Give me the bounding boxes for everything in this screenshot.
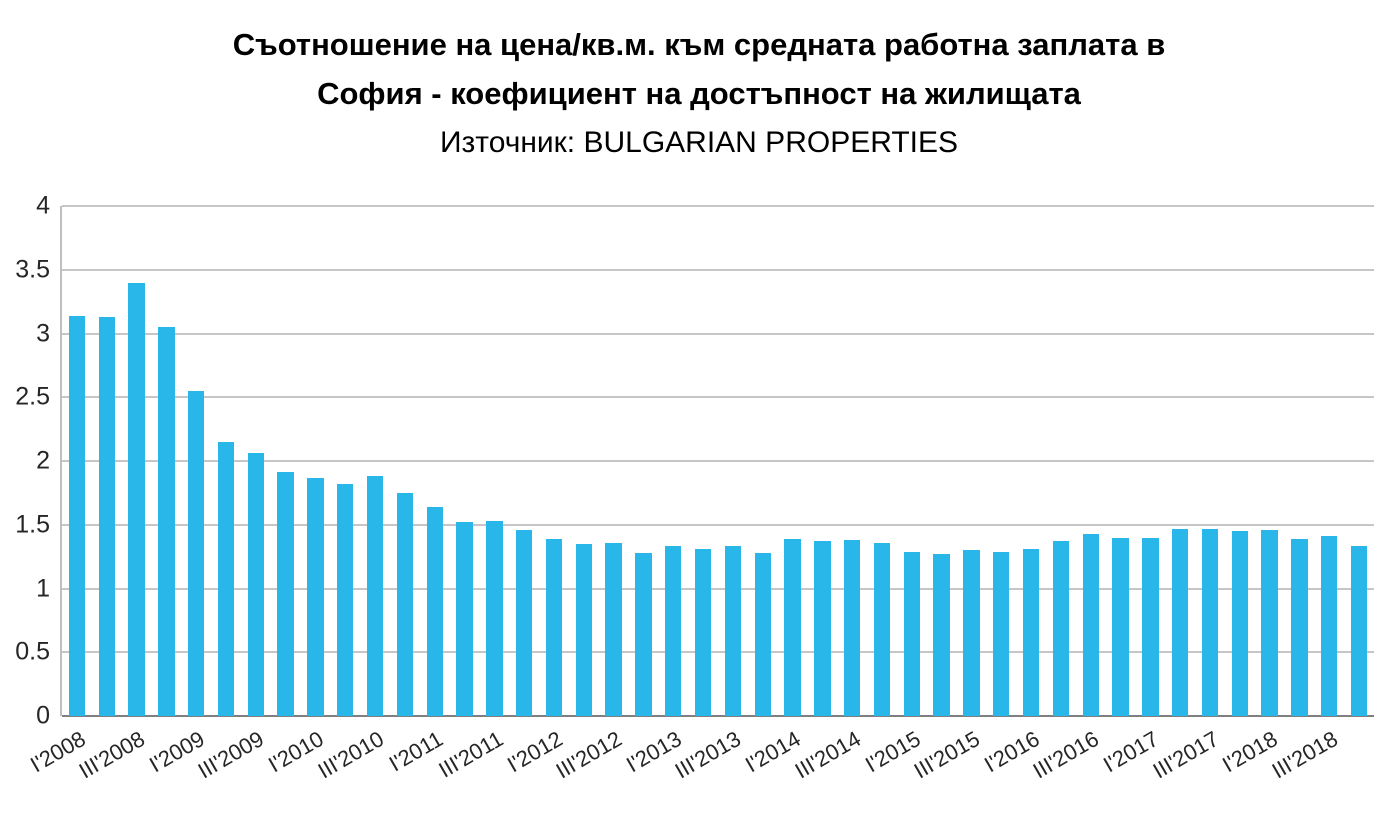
chart-bar — [456, 522, 473, 716]
chart-bar — [1112, 537, 1129, 716]
chart-bar — [1022, 548, 1040, 716]
chart-bar — [993, 551, 1010, 716]
y-axis-tick-label: 0 — [36, 701, 50, 730]
chart-bar — [1261, 529, 1278, 716]
chart-bar — [1321, 536, 1338, 716]
chart-bar — [277, 472, 294, 716]
chart-bar — [68, 315, 86, 716]
y-axis-tick-label: 2 — [36, 446, 50, 475]
chart-bar — [426, 506, 443, 716]
gridline — [62, 523, 1374, 526]
plot-area: 0 0.5 1 1.5 2 2.5 3 3.5 4 I'2008 III'2008 I'2009 III… — [15, 192, 1374, 783]
chart-bar — [217, 441, 235, 716]
chart-bar — [158, 327, 175, 716]
chart-bar — [1291, 538, 1308, 716]
chart-bar — [963, 550, 980, 716]
chart-bar — [307, 477, 324, 716]
chart-bar — [1231, 531, 1248, 716]
gridline — [62, 396, 1374, 399]
chart-bar — [724, 546, 742, 716]
chart-bar — [694, 548, 712, 716]
x-axis-line — [62, 715, 1374, 717]
chart-bar — [486, 520, 503, 716]
chart-bar — [98, 316, 115, 716]
y-axis-tick-label: 3 — [36, 319, 50, 347]
chart-bar — [1350, 546, 1368, 716]
chart-bar — [605, 542, 622, 716]
gridline — [62, 332, 1374, 335]
chart-bar — [814, 541, 831, 716]
chart-bar — [665, 546, 682, 716]
chart-bar — [396, 492, 414, 716]
y-axis-tick-label: 1 — [36, 574, 50, 602]
chart-bar — [515, 529, 533, 716]
chart-bar — [337, 483, 354, 716]
chart-bar — [545, 538, 563, 716]
chart-bar — [187, 390, 205, 716]
gridline — [62, 460, 1374, 462]
chart-bar — [1142, 537, 1159, 716]
chart-bar — [873, 542, 891, 716]
chart-title-line-2: София - коефициент на достъпност на жили… — [317, 76, 1081, 111]
y-axis-tick-label: 2.5 — [15, 382, 50, 411]
chart-bar — [366, 476, 384, 716]
y-axis-tick-label: 0.5 — [15, 637, 50, 666]
chart-bar — [635, 552, 652, 716]
gridline — [62, 587, 1374, 590]
chart-bar — [128, 282, 145, 716]
bar-chart: 0 0.5 1 1.5 2 2.5 3 3.5 4 I'2008 III'2008 I'2009 III… — [0, 178, 1398, 834]
chart-bar — [1082, 533, 1099, 716]
y-axis-tick-label: 4 — [36, 191, 50, 220]
chart-bar — [903, 551, 920, 716]
chart-bar — [933, 554, 950, 716]
chart-title-line-1: Съотношение на цена/кв.м. към средната р… — [232, 27, 1166, 62]
gridline — [62, 205, 1374, 207]
y-axis-tick-label: 3.5 — [15, 255, 50, 284]
chart-bar — [754, 552, 771, 716]
chart-bar — [1171, 528, 1189, 716]
chart-bar — [247, 453, 264, 716]
chart-bar — [1201, 528, 1219, 716]
chart-header: Съотношение на цена/кв.м. към средната р… — [0, 20, 1398, 167]
chart-bar — [784, 538, 801, 716]
chart-source: Източник: BULGARIAN PROPERTIES — [439, 126, 959, 159]
gridline — [62, 651, 1374, 654]
y-axis-tick-label: 1.5 — [15, 510, 50, 539]
chart-bar — [1052, 541, 1070, 716]
chart-bar — [575, 543, 592, 716]
chart-bar — [843, 540, 861, 716]
gridline — [62, 268, 1374, 271]
